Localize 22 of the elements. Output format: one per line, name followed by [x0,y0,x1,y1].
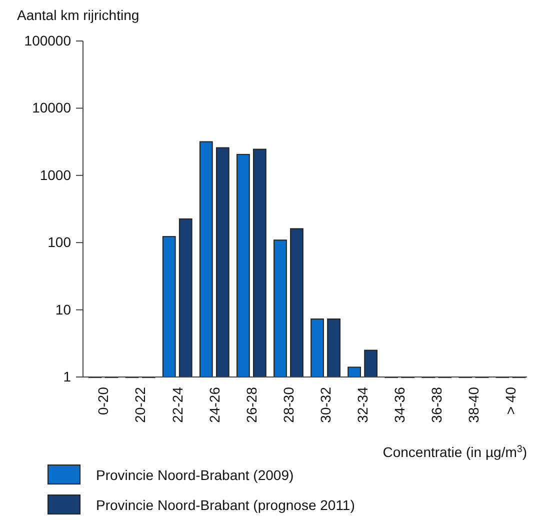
x-tick-label: 32-34 [354,386,370,423]
x-axis-title: Concentratie (in µg/m$^{3}$) [382,444,527,460]
x-tick-label: 0-20 [95,386,112,416]
legend-label: Provincie Noord-Brabant (2009) [96,467,294,483]
x-tick-label: 30-32 [317,386,334,423]
x-tick-label: 22-24 [169,386,186,423]
y-axis-title: Aantal km rijrichting [17,7,140,23]
legend-label: Provincie Noord-Brabant (prognose 2011) [96,497,355,513]
x-tick-label: 38-40 [466,386,482,423]
x-tick-label: 24-26 [206,386,222,423]
x-tick-label: 36-38 [428,386,445,423]
y-tick-label: 1 [63,368,72,384]
y-tick-label: 100 [48,234,72,250]
y-tick-label: 10 [55,301,72,318]
x-tick-label: 26-28 [243,386,260,423]
x-tick-label: 28-30 [280,386,296,423]
y-tick-label: 1000 [40,166,72,183]
x-tick-label: > 40 [502,386,519,415]
y-tick-label: 100000 [24,32,72,48]
y-tick-label: 10000 [32,100,72,116]
x-tick-label: 20-22 [132,386,148,423]
x-tick-label: 34-36 [391,386,408,423]
